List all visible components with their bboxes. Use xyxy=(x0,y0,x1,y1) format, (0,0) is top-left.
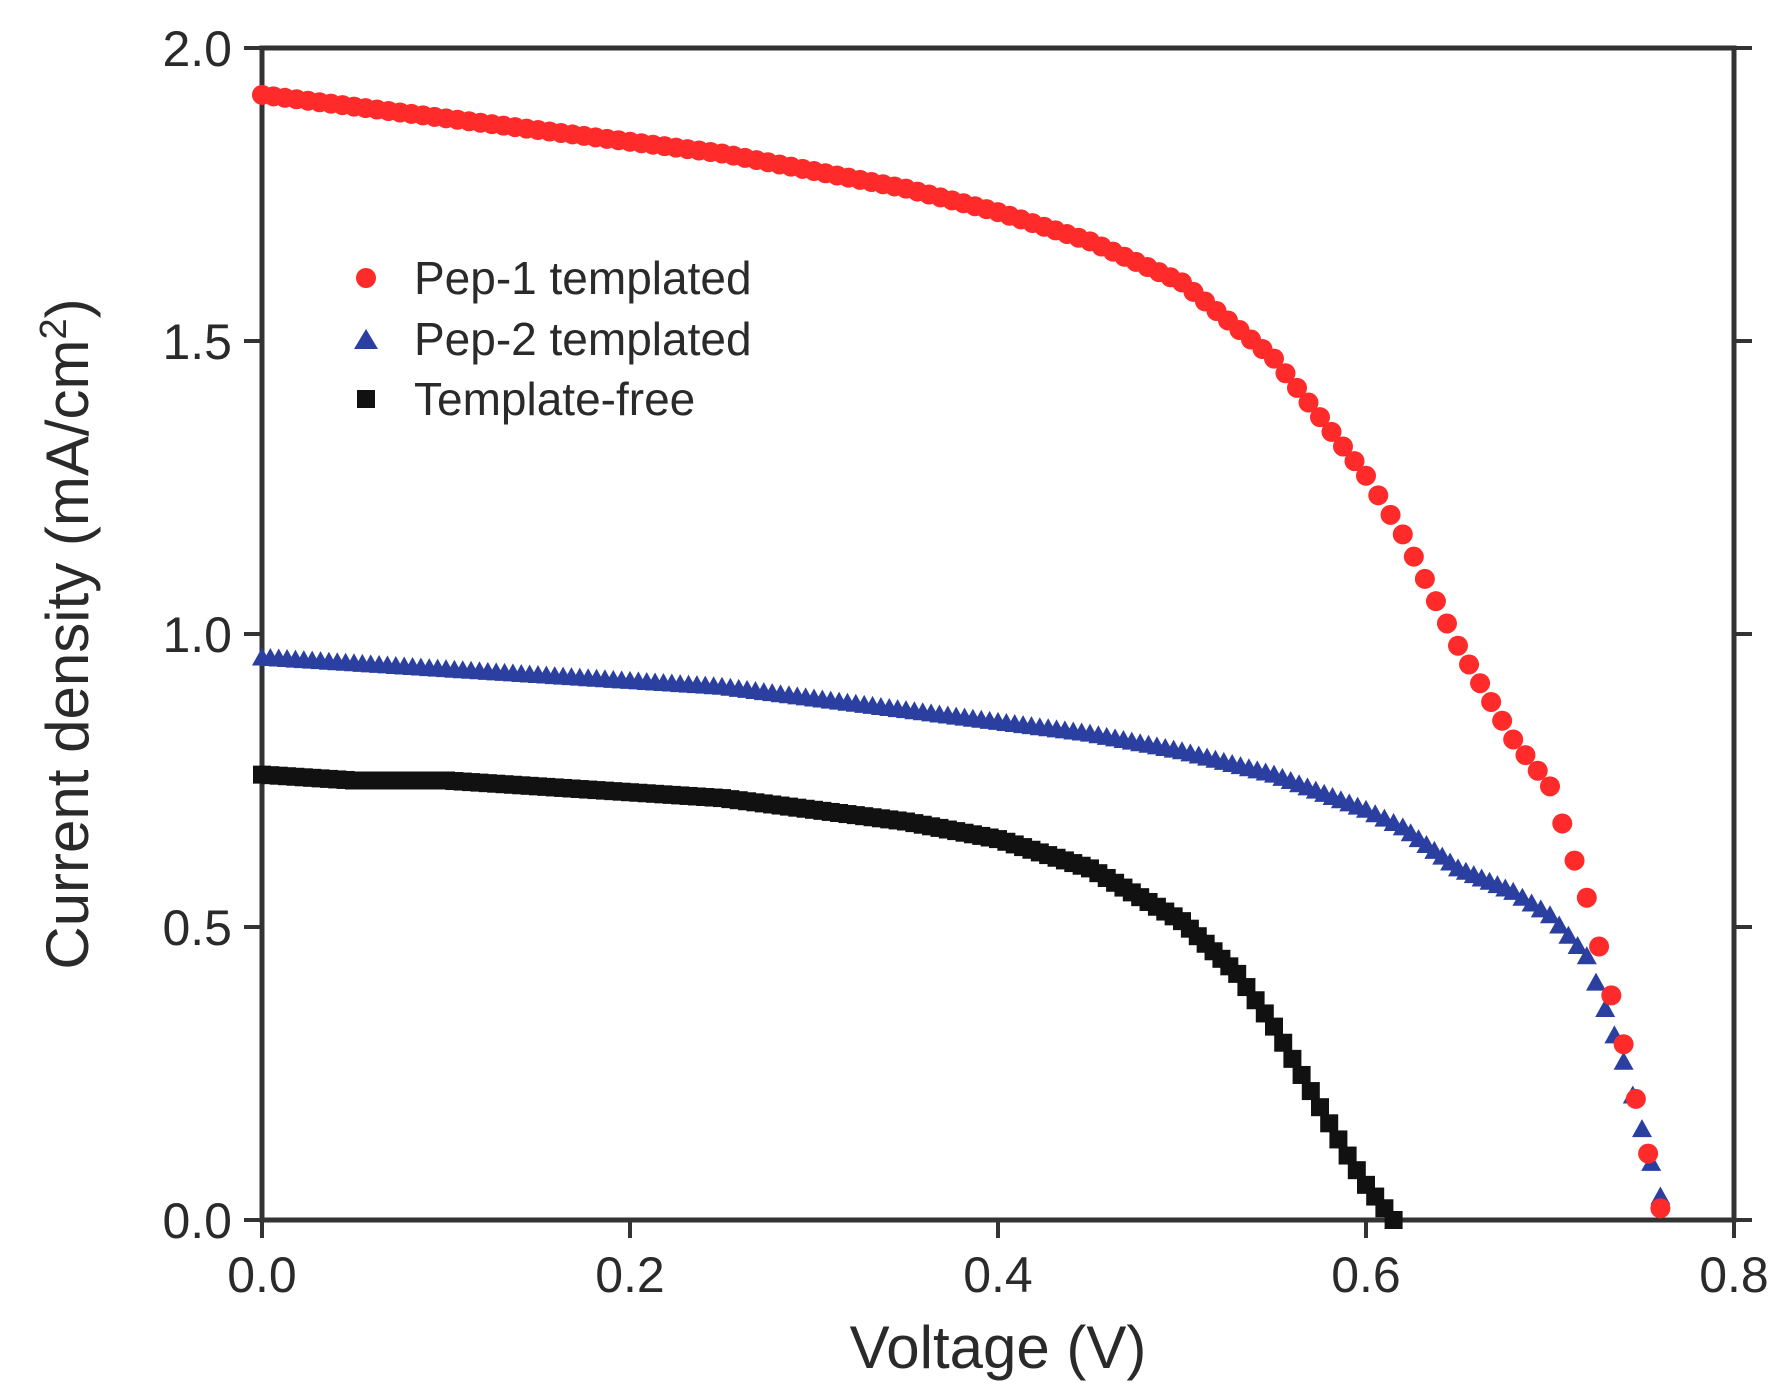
y-axis-title-close: ) xyxy=(34,298,101,318)
legend: Pep-1 templated Pep-2 templated Template… xyxy=(354,252,752,425)
data-point-pep-2 xyxy=(1576,946,1597,965)
legend-item-pep-1: Pep-1 templated xyxy=(356,252,752,304)
y-tick-label: 0.5 xyxy=(162,900,232,956)
data-point-pep-1 xyxy=(1564,850,1585,871)
legend-label-pep-1: Pep-1 templated xyxy=(414,252,752,304)
marks-layer xyxy=(252,84,1671,1229)
data-point-template-free xyxy=(1329,1130,1348,1149)
y-tick-label: 2.0 xyxy=(162,21,232,77)
legend-label-template-free: Template-free xyxy=(414,373,695,425)
legend-item-template-free: Template-free xyxy=(357,373,695,425)
data-point-pep-2 xyxy=(1558,925,1579,944)
data-point-template-free xyxy=(1292,1065,1311,1084)
legend-marker-circle xyxy=(356,268,376,288)
legend-item-pep-2: Pep-2 templated xyxy=(354,313,752,365)
series-triangle xyxy=(252,647,1671,1205)
data-point-pep-2 xyxy=(1595,999,1616,1018)
y-tick-label: 0.0 xyxy=(162,1193,232,1249)
data-point-pep-1 xyxy=(1552,813,1573,834)
data-point-pep-2 xyxy=(1613,1051,1634,1070)
y-axis-title-main: Current density (mA/cm xyxy=(34,339,101,969)
data-point-template-free xyxy=(1347,1161,1366,1180)
data-point-template-free xyxy=(1338,1146,1357,1165)
series-square xyxy=(253,765,1403,1229)
data-point-pep-1 xyxy=(1459,654,1480,675)
data-point-pep-1 xyxy=(1613,1034,1634,1055)
data-point-pep-2 xyxy=(1549,915,1570,934)
data-point-template-free xyxy=(1283,1049,1302,1068)
y-axis-title-superscript: 2 xyxy=(33,318,75,339)
data-point-pep-1 xyxy=(1470,673,1491,694)
data-point-template-free xyxy=(1311,1098,1329,1117)
data-point-pep-1 xyxy=(1425,591,1446,612)
legend-marker-square xyxy=(357,390,375,408)
data-point-pep-1 xyxy=(1515,745,1536,766)
y-tick-label: 1.0 xyxy=(162,607,232,663)
series-circle xyxy=(252,84,1671,1219)
data-point-pep-1 xyxy=(1589,936,1610,957)
data-point-pep-1 xyxy=(1380,504,1401,525)
data-point-pep-2 xyxy=(1567,936,1588,955)
data-point-pep-1 xyxy=(1436,613,1457,634)
data-point-pep-1 xyxy=(1321,421,1342,442)
data-point-pep-2 xyxy=(1632,1119,1652,1138)
data-point-pep-1 xyxy=(1481,691,1502,712)
data-point-pep-1 xyxy=(1625,1088,1646,1109)
data-point-pep-1 xyxy=(1414,568,1435,589)
legend-label-pep-2: Pep-2 templated xyxy=(414,313,752,365)
data-point-pep-1 xyxy=(1503,729,1524,750)
data-point-pep-1 xyxy=(1492,710,1513,731)
data-point-pep-1 xyxy=(1448,635,1468,656)
data-point-pep-1 xyxy=(1333,436,1353,457)
data-point-pep-1 xyxy=(1264,348,1284,369)
x-axis-title: Voltage (V) xyxy=(850,1314,1147,1381)
data-point-template-free xyxy=(1301,1082,1320,1101)
data-point-pep-1 xyxy=(1275,363,1296,384)
data-point-pep-1 xyxy=(1601,985,1622,1006)
data-point-pep-1 xyxy=(1310,407,1330,428)
data-point-pep-1 xyxy=(1576,887,1597,908)
y-axis-title: Current density (mA/cm2) xyxy=(33,298,101,969)
data-point-pep-1 xyxy=(1298,392,1319,413)
data-point-pep-1 xyxy=(1527,760,1548,781)
data-point-pep-1 xyxy=(1368,485,1389,506)
ticks-layer: 0.0 0.2 0.4 0.6 0.8 0.0 0.5 1.0 1.5 2.0 xyxy=(162,21,1768,1303)
x-tick-label: 0.2 xyxy=(595,1247,665,1303)
data-point-pep-1 xyxy=(1392,524,1413,545)
x-tick-label: 0.8 xyxy=(1699,1247,1769,1303)
x-tick-label: 0.4 xyxy=(963,1247,1033,1303)
data-point-template-free xyxy=(1384,1211,1403,1229)
data-point-pep-1 xyxy=(1356,465,1376,486)
y-tick-label: 1.5 xyxy=(162,314,232,370)
plot-frame xyxy=(259,45,1737,1223)
data-point-pep-2 xyxy=(1586,972,1606,991)
data-point-pep-1 xyxy=(1650,1198,1671,1219)
data-point-pep-1 xyxy=(1287,377,1307,398)
legend-marker-triangle xyxy=(354,329,378,349)
data-point-pep-1 xyxy=(1403,546,1424,567)
data-point-pep-1 xyxy=(1344,451,1365,472)
data-point-template-free xyxy=(1274,1033,1293,1052)
x-tick-label: 0.0 xyxy=(227,1247,297,1303)
data-point-template-free xyxy=(1265,1017,1283,1036)
data-point-pep-2 xyxy=(1540,905,1560,924)
data-point-pep-1 xyxy=(1638,1143,1659,1164)
data-point-pep-1 xyxy=(1540,776,1560,797)
data-point-template-free xyxy=(1320,1114,1339,1133)
x-tick-label: 0.6 xyxy=(1331,1247,1401,1303)
